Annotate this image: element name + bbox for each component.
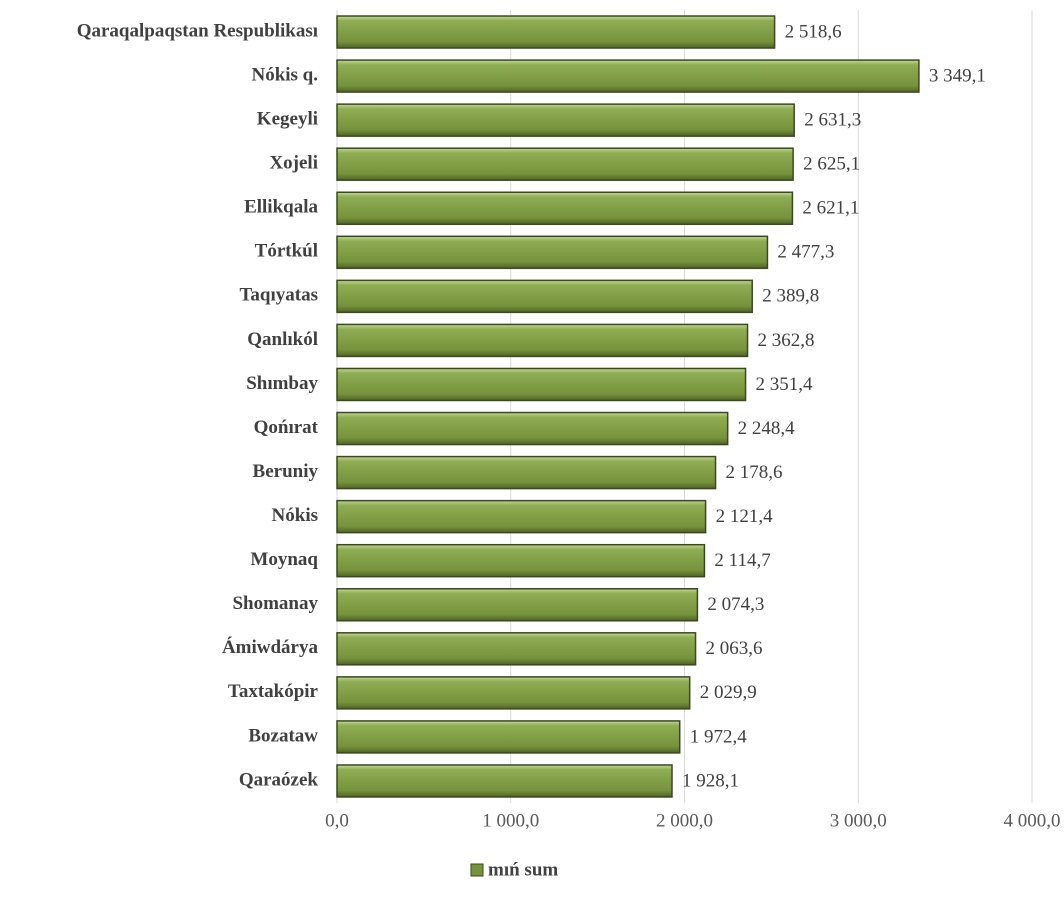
data-label: 2 351,4 — [756, 374, 814, 395]
y-tick-label: Bozataw — [248, 725, 318, 746]
y-tick-label: Tórtkúl — [255, 241, 318, 262]
bar — [336, 411, 729, 446]
bar — [336, 235, 769, 270]
data-label: 1 928,1 — [682, 770, 739, 791]
y-tick-label: Shomanay — [232, 593, 318, 614]
x-tick-label: 2 000,0 — [656, 810, 713, 831]
y-tick-label: Qanlıkól — [247, 329, 318, 350]
bar — [336, 676, 691, 710]
y-tick-label: Kegeyli — [257, 108, 318, 129]
data-label: 1 972,4 — [690, 726, 748, 747]
data-label: 2 362,8 — [758, 330, 815, 351]
y-tick-label: Qońırat — [254, 417, 319, 438]
y-tick-label: Ámiwdárya — [222, 636, 319, 658]
data-label: 2 063,6 — [706, 638, 763, 659]
y-tick-label: Beruniy — [253, 461, 319, 482]
bar — [336, 455, 717, 490]
data-label: 2 029,9 — [700, 682, 757, 703]
bar — [336, 720, 681, 754]
x-tick-label: 0,0 — [325, 810, 349, 831]
legend-swatch — [470, 863, 484, 877]
y-tick-label: Taxtakópir — [228, 681, 319, 702]
legend-label: mıń sum — [488, 859, 558, 880]
data-label: 2 248,4 — [738, 418, 796, 439]
bar — [336, 323, 749, 358]
data-label: 2 621,1 — [802, 198, 859, 219]
y-tick-label: Nókis — [272, 505, 318, 526]
bar — [336, 632, 697, 666]
y-tick-label: Nókis q. — [251, 64, 318, 85]
y-tick-label: Moynaq — [250, 549, 318, 570]
y-tick-label: Xojeli — [269, 153, 318, 174]
data-label: 3 349,1 — [929, 65, 986, 86]
bar — [336, 59, 920, 93]
bar — [336, 103, 795, 137]
data-label: 2 178,6 — [726, 462, 783, 483]
x-tick-label: 1 000,0 — [482, 810, 539, 831]
data-label: 2 625,1 — [803, 154, 860, 175]
data-label: 2 477,3 — [777, 242, 834, 263]
x-tick-label: 3 000,0 — [830, 810, 887, 831]
bar — [336, 543, 706, 578]
y-tick-label: Qaraózek — [239, 769, 319, 790]
bar — [336, 15, 776, 49]
y-tick-label: Qaraqalpaqstan Respublikası — [77, 20, 318, 41]
data-label: 2 074,3 — [707, 594, 764, 615]
data-label: 2 631,3 — [804, 109, 861, 130]
bar — [336, 367, 747, 402]
data-label: 2 114,7 — [714, 550, 770, 571]
y-tick-label: Shımbay — [246, 373, 318, 394]
bar — [336, 588, 699, 622]
bar — [336, 499, 707, 534]
bar — [336, 147, 794, 181]
y-tick-label: Ellikqala — [244, 197, 318, 218]
bar — [336, 764, 673, 798]
x-tick-label: 4 000,0 — [1004, 810, 1061, 831]
bar — [336, 191, 794, 225]
data-label: 2 518,6 — [785, 21, 842, 42]
y-tick-label: Taqıyatas — [240, 285, 319, 306]
data-label: 2 389,8 — [762, 286, 819, 307]
data-label: 2 121,4 — [716, 506, 774, 527]
bar — [336, 279, 753, 314]
